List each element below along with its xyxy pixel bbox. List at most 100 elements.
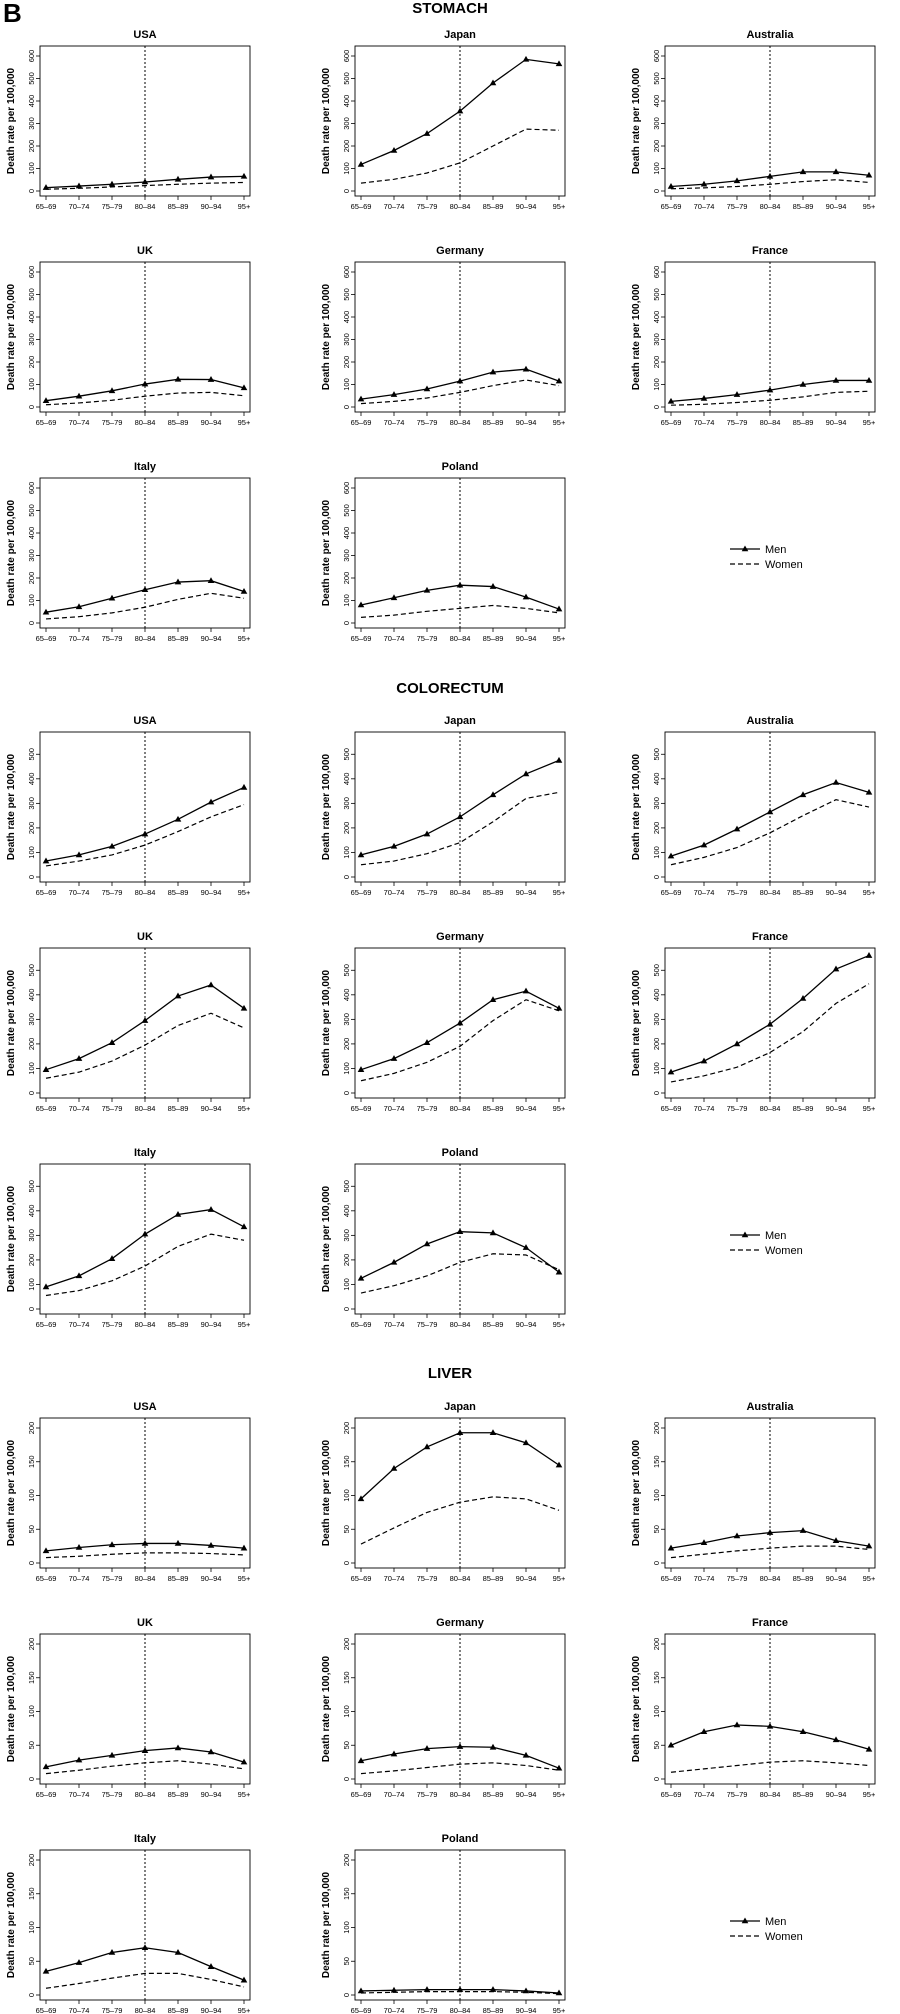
chart-title: UK xyxy=(137,1617,153,1629)
x-tick-label: 65–69 xyxy=(351,2006,372,2014)
y-tick-label: 600 xyxy=(342,50,351,63)
chart-colorectum-france: France Death rate per 100,000 0 100 200 300 40… xyxy=(631,931,876,1113)
y-tick-label: 200 xyxy=(342,1422,351,1435)
data-point-men xyxy=(75,851,83,858)
y-tick-label: 100 xyxy=(27,846,36,859)
data-point-men xyxy=(357,851,365,858)
x-tick-label: 75–79 xyxy=(417,888,438,897)
chart-liver-france: France Death rate per 100,000 0 50 100 150 200… xyxy=(631,1617,876,1799)
chart-title: France xyxy=(752,931,788,943)
x-tick-label: 65–69 xyxy=(351,1574,372,1583)
data-point-men xyxy=(733,177,741,184)
y-tick-label: 100 xyxy=(342,162,351,175)
data-point-men xyxy=(522,365,530,372)
chart-stomach-australia: Australia Death rate per 100,000 0 100 200 30… xyxy=(631,29,876,211)
y-tick-label: 0 xyxy=(652,1777,661,1781)
y-tick-label: 100 xyxy=(27,1489,36,1502)
series-line-women xyxy=(45,1233,245,1297)
data-point-men xyxy=(522,770,530,777)
plot-frame xyxy=(39,45,251,197)
data-point-men xyxy=(667,1544,675,1551)
y-tick-label: 600 xyxy=(27,266,36,279)
y-tick-label: 0 xyxy=(342,1091,351,1095)
y-tick-label: 100 xyxy=(652,378,661,391)
y-tick-label: 50 xyxy=(652,1525,661,1533)
x-tick-label: 75–79 xyxy=(102,418,123,427)
y-tick-label: 100 xyxy=(27,594,36,607)
y-tick-label: 200 xyxy=(652,140,661,153)
y-tick-label: 300 xyxy=(27,117,36,130)
data-point-men xyxy=(108,1541,116,1548)
x-tick-label: 95+ xyxy=(553,888,566,897)
x-tick-label: 90–94 xyxy=(201,2006,222,2014)
x-tick-label: 75–79 xyxy=(417,634,438,643)
x-tick-label: 75–79 xyxy=(417,1574,438,1583)
data-point-men xyxy=(456,377,464,384)
data-point-men xyxy=(489,1986,497,1992)
y-tick-label: 400 xyxy=(342,773,351,786)
y-tick-label: 300 xyxy=(342,549,351,562)
data-point-men xyxy=(489,996,497,1003)
series-line-women xyxy=(360,1991,560,1995)
data-point-men xyxy=(207,1748,215,1755)
data-point-men xyxy=(141,830,149,837)
x-tick-label: 95+ xyxy=(553,418,566,427)
data-point-men xyxy=(42,1547,50,1554)
y-tick-label: 150 xyxy=(652,1455,661,1468)
x-tick-label: 70–74 xyxy=(69,202,90,211)
plot-frame xyxy=(354,1633,566,1785)
data-point-men xyxy=(108,594,116,601)
data-point-men xyxy=(423,1039,431,1045)
y-tick-label: 300 xyxy=(27,1229,36,1242)
x-tick-label: 95+ xyxy=(238,1320,251,1329)
y-tick-label: 200 xyxy=(27,1038,36,1051)
data-point-men xyxy=(240,1004,248,1011)
y-tick-label: 300 xyxy=(342,1013,351,1026)
x-tick-label: 90–94 xyxy=(516,1790,537,1799)
x-tick-label: 65–69 xyxy=(351,1790,372,1799)
series-line-men xyxy=(360,584,560,610)
y-tick-label: 0 xyxy=(342,1307,351,1311)
y-tick-label: 600 xyxy=(652,266,661,279)
x-tick-label: 80–84 xyxy=(135,634,156,643)
legend-women-label: Women xyxy=(765,559,803,571)
data-point-men xyxy=(865,1745,873,1752)
x-tick-label: 80–84 xyxy=(135,418,156,427)
data-point-men xyxy=(766,172,774,179)
plot-frame xyxy=(354,45,566,197)
chart-stomach-italy: Italy Death rate per 100,000 0 100 200 300 400… xyxy=(6,461,251,643)
x-tick-label: 85–89 xyxy=(793,1104,814,1113)
data-point-men xyxy=(700,1539,708,1546)
y-tick-label: 50 xyxy=(27,1525,36,1533)
plot-frame xyxy=(354,1849,566,2001)
legend: Men Women xyxy=(730,544,803,571)
x-tick-label: 70–74 xyxy=(384,888,405,897)
y-tick-label: 200 xyxy=(342,140,351,153)
x-tick-label: 75–79 xyxy=(417,202,438,211)
y-tick-label: 200 xyxy=(342,1254,351,1267)
data-point-men xyxy=(42,397,50,403)
y-tick-label: 0 xyxy=(652,405,661,409)
series-line-women xyxy=(670,390,870,406)
y-tick-label: 300 xyxy=(27,549,36,562)
y-axis-label: Death rate per 100,000 xyxy=(321,1871,332,1978)
y-axis-label: Death rate per 100,000 xyxy=(6,1655,17,1762)
series-line-men xyxy=(360,1231,560,1279)
x-tick-label: 80–84 xyxy=(450,1574,471,1583)
x-tick-label: 80–84 xyxy=(450,418,471,427)
x-tick-label: 95+ xyxy=(863,888,876,897)
data-point-men xyxy=(733,1040,741,1047)
chart-title: Germany xyxy=(436,1617,485,1629)
x-tick-label: 70–74 xyxy=(694,888,715,897)
x-tick-label: 90–94 xyxy=(201,888,222,897)
y-tick-label: 500 xyxy=(342,72,351,85)
x-tick-label: 65–69 xyxy=(36,1790,57,1799)
data-point-men xyxy=(766,1020,774,1027)
x-tick-label: 65–69 xyxy=(36,888,57,897)
data-point-men xyxy=(489,79,497,86)
data-point-men xyxy=(522,1987,530,1994)
x-tick-label: 75–79 xyxy=(727,1104,748,1113)
x-tick-label: 75–79 xyxy=(102,1574,123,1583)
y-tick-label: 200 xyxy=(342,572,351,585)
y-tick-label: 300 xyxy=(27,1013,36,1026)
